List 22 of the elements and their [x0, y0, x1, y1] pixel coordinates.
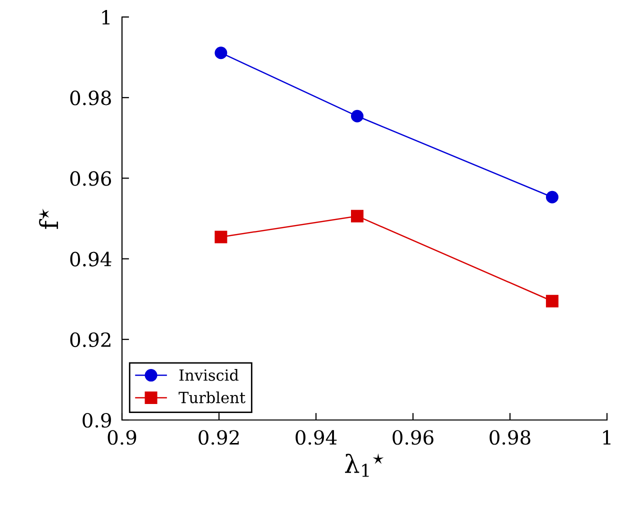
point: [546, 190, 558, 204]
x-tick-label: 0.96: [392, 430, 434, 445]
y-tick-label: 0.94: [70, 252, 112, 266]
x-tick-label: 0.98: [490, 430, 530, 445]
point: [350, 210, 364, 222]
legend-label: Inviscid: [179, 369, 239, 381]
y-tick-label: 0.9: [82, 412, 111, 428]
y-tick-label: 1: [102, 10, 110, 24]
point: [214, 230, 228, 244]
x-tick-label: 0.9: [108, 430, 136, 445]
y-axis-title: f$^{⋆}$: [38, 208, 58, 229]
x-axis-title: λ$_{1}$$^{⋆}$: [345, 453, 384, 477]
y-tick-label: 0.96: [70, 171, 112, 186]
y-tick-label: 0.92: [70, 332, 110, 348]
legend-label: Turblent: [178, 391, 246, 404]
point: [546, 294, 558, 308]
x-tick-label: 0.92: [198, 430, 239, 445]
x-tick-label: 0.94: [296, 430, 337, 445]
x-tick-label: 1: [603, 430, 610, 444]
point: [350, 110, 364, 122]
y-tick-label: 0.98: [70, 90, 111, 106]
point: [214, 46, 228, 60]
